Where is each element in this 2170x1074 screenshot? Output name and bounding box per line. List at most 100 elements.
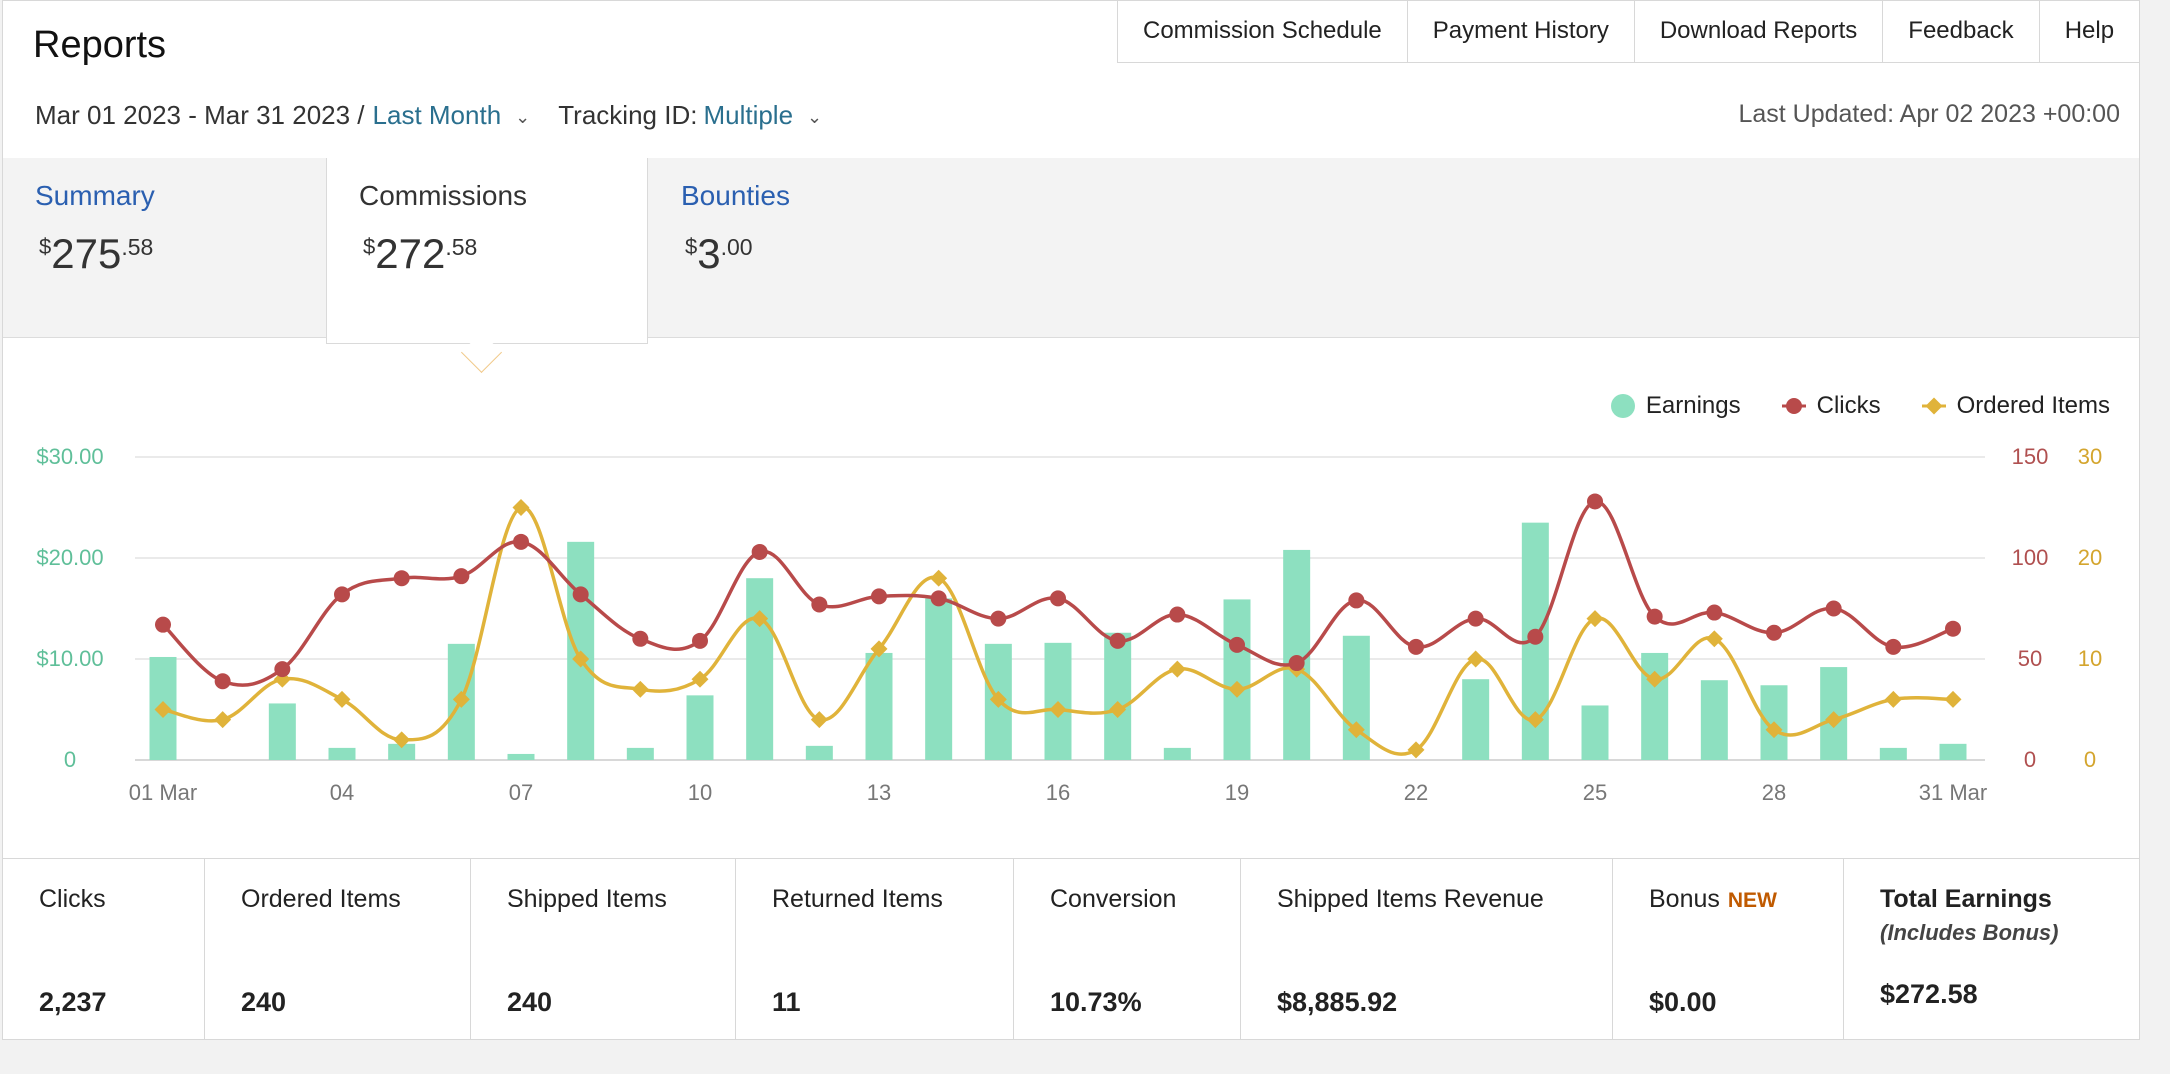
stat-clicks: Clicks 2,237 (3, 859, 205, 1040)
download-reports-button[interactable]: Download Reports (1635, 0, 1884, 62)
earnings-bar (1581, 705, 1609, 760)
stat-label: Conversion (1050, 885, 1177, 913)
earnings-bar (388, 743, 416, 760)
ordered-items-point (1646, 670, 1664, 688)
stat-value: $0.00 (1649, 987, 1717, 1017)
legend-earnings-label: Earnings (1645, 392, 1741, 419)
clicks-point (214, 673, 231, 690)
date-preset-dropdown[interactable]: Last Month (372, 100, 502, 130)
ordered-items-point (572, 650, 590, 668)
earnings-bar (1462, 679, 1490, 760)
ordered-items-point (1228, 680, 1246, 698)
x-tick-label: 28 (1762, 780, 1786, 805)
stat-bonus: Bonus NEW $0.00 (1613, 859, 1844, 1040)
amount-whole: 275 (51, 230, 122, 277)
clicks-legend-icon (1781, 398, 1806, 414)
commission-schedule-button[interactable]: Commission Schedule (1118, 0, 1408, 62)
ordered-items-point (751, 610, 769, 628)
clicks-point (1288, 655, 1305, 672)
stat-shipped-items: Shipped Items 240 (471, 859, 736, 1040)
help-button[interactable]: Help (2040, 0, 2141, 62)
stat-value: $272.58 (1880, 979, 1978, 1009)
clicks-point (1467, 610, 1484, 627)
ordered-items-point (870, 640, 888, 658)
clicks-point (1169, 606, 1186, 623)
tracking-id-label: Tracking ID: (558, 100, 698, 130)
ordered-items-point (691, 670, 709, 688)
clicks-point (334, 586, 350, 603)
x-tick-label: 04 (330, 780, 354, 805)
y-right-clicks-tick-label: 50 (2018, 646, 2042, 671)
bounties-amount: $3.00 (685, 230, 753, 278)
clicks-point (1050, 590, 1066, 607)
includes-bonus-note: (Includes Bonus) (1880, 920, 2059, 945)
clicks-point (751, 543, 768, 560)
tab-bounties[interactable]: Bounties $3.00 (649, 158, 969, 338)
y-right-clicks-tick-label: 100 (2012, 545, 2049, 570)
ordered-items-point (512, 499, 530, 516)
earnings-bar (1879, 747, 1907, 760)
clicks-point (1945, 620, 1961, 637)
clicks-point (453, 568, 470, 585)
clicks-point (1646, 608, 1663, 625)
tracking-id-dropdown[interactable]: Multiple (703, 100, 794, 130)
earnings-legend-icon (1610, 394, 1635, 418)
clicks-point (1527, 628, 1544, 645)
tab-commissions[interactable]: Commissions $272.58 (326, 158, 648, 344)
x-tick-label: 22 (1404, 780, 1428, 805)
amount-fraction: .58 (121, 234, 154, 260)
earnings-bar (865, 652, 893, 760)
y-right-clicks-tick-label: 150 (2012, 444, 2049, 469)
y-right-ordered-tick-label: 10 (2078, 646, 2102, 671)
stat-label: Total Earnings (Includes Bonus) (1880, 885, 2058, 946)
amount-whole: 272 (375, 230, 446, 277)
x-tick-label: 31 Mar (1919, 780, 1987, 805)
earnings-bar (1700, 680, 1728, 760)
summary-tabs: Summary $275.58 Commissions $272.58 Boun… (3, 158, 2139, 344)
legend-clicks[interactable]: Clicks (1781, 392, 1881, 420)
ordered-items-point (452, 690, 470, 708)
clicks-point (274, 661, 291, 678)
earnings-bar (507, 753, 535, 760)
chevron-down-icon[interactable]: ⌄ (807, 107, 823, 127)
payment-history-button[interactable]: Payment History (1408, 0, 1635, 62)
stat-label: Shipped Items Revenue (1277, 885, 1544, 913)
legend-ordered-items[interactable]: Ordered Items (1921, 392, 2110, 420)
y-right-ordered-tick-label: 0 (2084, 747, 2096, 772)
summary-amount: $275.58 (39, 230, 153, 278)
clicks-point (155, 616, 171, 633)
ordered-items-point (989, 690, 1007, 708)
chevron-down-icon[interactable]: ⌄ (515, 107, 531, 127)
clicks-point (990, 610, 1007, 627)
earnings-bar (1223, 599, 1251, 760)
clicks-point (1229, 636, 1245, 653)
y-right-ordered-tick-label: 30 (2078, 444, 2102, 469)
clicks-point (1587, 493, 1603, 510)
stat-value: 240 (507, 987, 553, 1017)
y-left-tick-label: 0 (64, 747, 76, 772)
earnings-bar (686, 695, 714, 760)
earnings-bar (1163, 747, 1191, 760)
ordered-items-point (393, 731, 411, 749)
y-left-tick-label: $30.00 (36, 444, 103, 469)
top-nav: Commission Schedule Payment History Down… (1117, 0, 2141, 63)
earnings-bar (626, 747, 654, 760)
legend-earnings[interactable]: Earnings (1610, 392, 1741, 420)
feedback-button[interactable]: Feedback (1883, 0, 2040, 62)
x-tick-label: 13 (867, 780, 891, 805)
clicks-point (811, 596, 828, 613)
amount-fraction: .00 (720, 234, 753, 260)
stat-value: 10.73% (1050, 987, 1142, 1017)
ordered-items-point (1705, 630, 1723, 648)
stat-ordered-items: Ordered Items 240 (205, 859, 471, 1040)
tab-summary[interactable]: Summary $275.58 (3, 158, 325, 338)
y-left-tick-label: $20.00 (36, 545, 103, 570)
stat-label: Ordered Items (241, 885, 401, 913)
stat-value: 11 (772, 987, 801, 1017)
stat-label: Shipped Items (507, 885, 667, 913)
clicks-point (871, 588, 887, 605)
ordered-items-point (810, 711, 828, 729)
earnings-bar (1641, 652, 1669, 760)
stat-value: 240 (241, 987, 287, 1017)
report-filters: Mar 01 2023 - Mar 31 2023 / Last Month ⌄… (35, 100, 850, 131)
